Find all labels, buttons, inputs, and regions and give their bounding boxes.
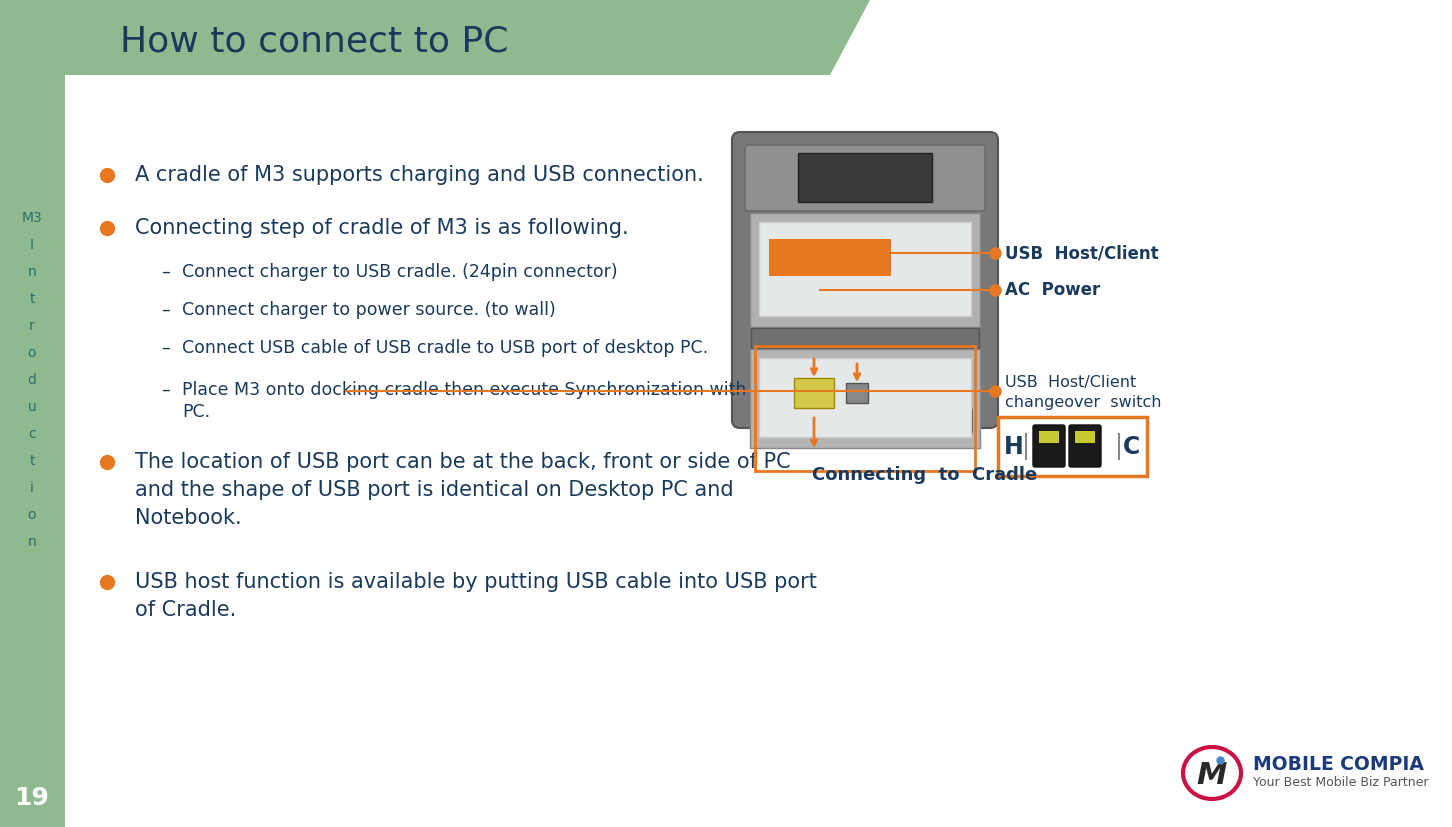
Text: AC  Power: AC Power xyxy=(1005,281,1101,299)
FancyBboxPatch shape xyxy=(799,153,932,202)
FancyBboxPatch shape xyxy=(745,145,984,211)
Text: Connect charger to USB cradle. (24pin connector): Connect charger to USB cradle. (24pin co… xyxy=(182,263,617,281)
FancyBboxPatch shape xyxy=(732,132,998,428)
Text: –: – xyxy=(161,301,170,319)
FancyBboxPatch shape xyxy=(759,222,971,316)
Text: M3: M3 xyxy=(22,211,42,225)
Text: USB  Host/Client: USB Host/Client xyxy=(1005,375,1137,390)
Text: u: u xyxy=(28,400,36,414)
Text: Connect charger to power source. (to wall): Connect charger to power source. (to wal… xyxy=(182,301,556,319)
FancyBboxPatch shape xyxy=(751,213,980,327)
Text: The location of USB port can be at the back, front or side of PC: The location of USB port can be at the b… xyxy=(135,452,791,472)
Text: d: d xyxy=(28,373,36,387)
Text: of Cradle.: of Cradle. xyxy=(135,600,237,620)
Text: Connecting step of cradle of M3 is as following.: Connecting step of cradle of M3 is as fo… xyxy=(135,218,629,238)
Text: Connecting  to  Cradle: Connecting to Cradle xyxy=(812,466,1038,484)
Text: o: o xyxy=(28,508,36,522)
Text: n: n xyxy=(28,535,36,549)
Text: r: r xyxy=(29,319,35,333)
FancyBboxPatch shape xyxy=(49,60,1452,810)
Text: changeover  switch: changeover switch xyxy=(1005,395,1162,410)
Text: MOBILE COMPIA: MOBILE COMPIA xyxy=(1253,756,1424,775)
FancyBboxPatch shape xyxy=(768,408,812,434)
Text: i: i xyxy=(30,481,33,495)
FancyBboxPatch shape xyxy=(847,383,868,403)
Polygon shape xyxy=(65,0,870,75)
Text: USB host function is available by putting USB cable into USB port: USB host function is available by puttin… xyxy=(135,572,817,592)
FancyBboxPatch shape xyxy=(928,408,971,434)
Text: 19: 19 xyxy=(15,786,49,810)
FancyBboxPatch shape xyxy=(751,349,980,448)
FancyBboxPatch shape xyxy=(751,328,979,348)
FancyBboxPatch shape xyxy=(1032,425,1064,467)
FancyBboxPatch shape xyxy=(770,239,892,276)
Text: H: H xyxy=(1005,434,1024,458)
FancyBboxPatch shape xyxy=(1074,431,1095,443)
Text: Connect USB cable of USB cradle to USB port of desktop PC.: Connect USB cable of USB cradle to USB p… xyxy=(182,339,709,357)
Text: PC.: PC. xyxy=(182,403,211,421)
FancyBboxPatch shape xyxy=(0,0,65,827)
Text: o: o xyxy=(28,346,36,360)
Text: M: M xyxy=(1196,761,1227,790)
FancyBboxPatch shape xyxy=(1040,431,1059,443)
Text: –: – xyxy=(161,263,170,281)
Text: Your Best Mobile Biz Partner: Your Best Mobile Biz Partner xyxy=(1253,777,1429,790)
Text: C: C xyxy=(1122,434,1140,458)
Text: –: – xyxy=(161,339,170,357)
Text: How to connect to PC: How to connect to PC xyxy=(121,25,508,59)
Text: c: c xyxy=(28,427,36,441)
Text: I: I xyxy=(30,238,33,252)
FancyBboxPatch shape xyxy=(759,358,971,437)
Text: Place M3 onto docking cradle then execute Synchronization with Desktop: Place M3 onto docking cradle then execut… xyxy=(182,381,823,399)
Text: A cradle of M3 supports charging and USB connection.: A cradle of M3 supports charging and USB… xyxy=(135,165,704,185)
Text: t: t xyxy=(29,454,35,468)
FancyBboxPatch shape xyxy=(1069,425,1101,467)
Text: t: t xyxy=(29,292,35,306)
Text: USB  Host/Client: USB Host/Client xyxy=(1005,244,1159,262)
Text: n: n xyxy=(28,265,36,279)
FancyBboxPatch shape xyxy=(794,378,833,408)
Text: and the shape of USB port is identical on Desktop PC and: and the shape of USB port is identical o… xyxy=(135,480,733,500)
FancyBboxPatch shape xyxy=(998,417,1147,476)
Text: Notebook.: Notebook. xyxy=(135,508,241,528)
Text: –: – xyxy=(161,381,170,399)
